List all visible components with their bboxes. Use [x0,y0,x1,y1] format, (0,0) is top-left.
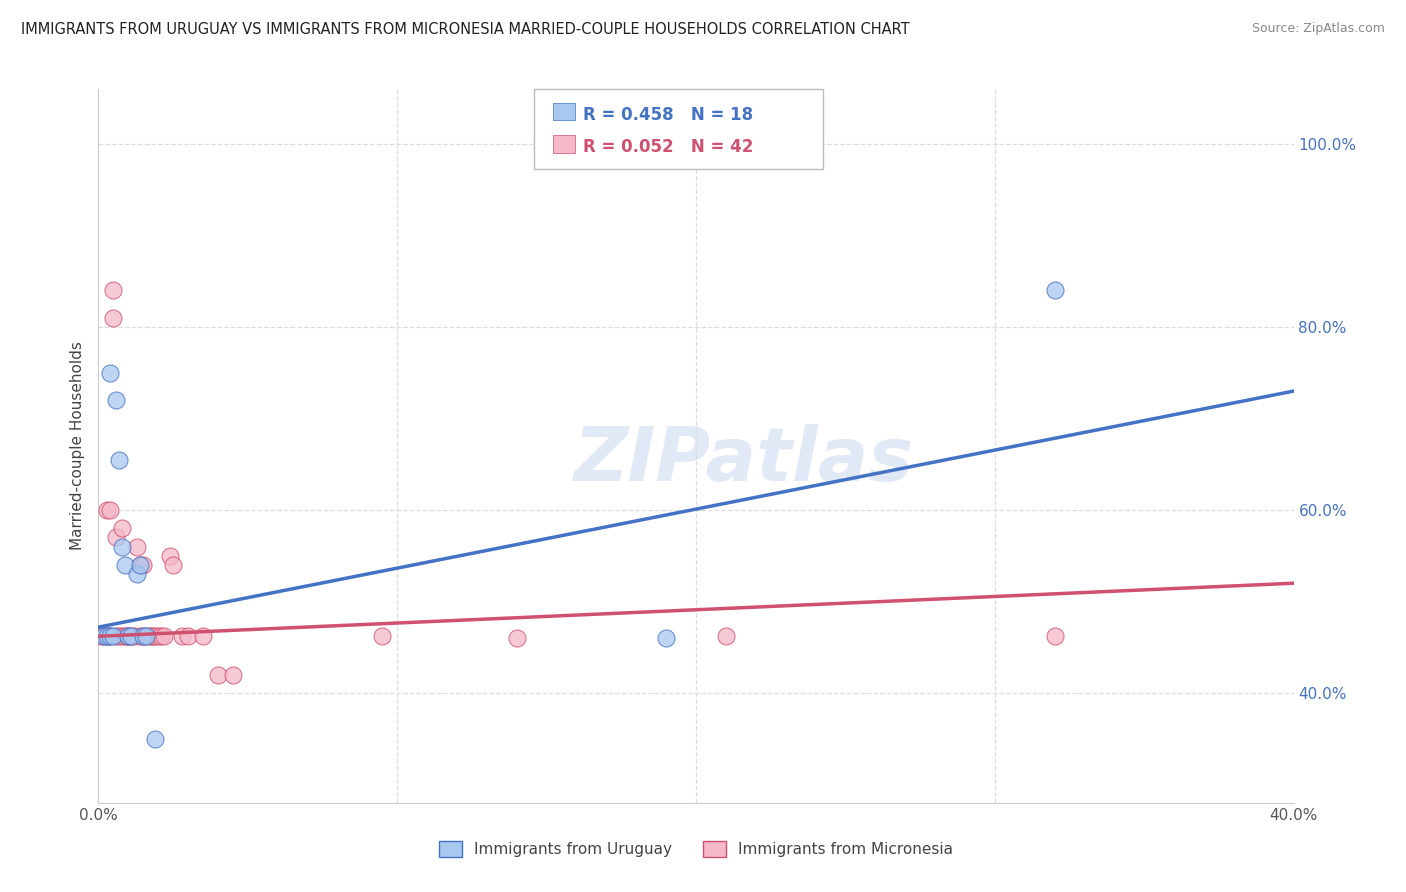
Point [111,629,134,643]
Point [129,558,152,572]
Point [103,629,125,643]
Point [138,629,160,643]
Point [141,629,163,643]
Point [108,629,131,643]
Point [98,503,122,517]
Point [98,366,122,380]
Point [117,629,139,643]
Point [103,310,125,325]
Point [111,540,134,554]
Point [96,629,118,643]
Point [141,629,163,643]
Point [120,629,142,643]
Point [124,629,146,643]
Text: R = 0.052   N = 42: R = 0.052 N = 42 [583,138,754,156]
Point [90,629,112,643]
Point [117,629,139,643]
Point [93,629,115,643]
Point [371,629,394,643]
Point [132,558,155,572]
Point [129,558,152,572]
Y-axis label: Married-couple Households: Married-couple Households [70,342,86,550]
Point [96,629,118,643]
Point [135,629,157,643]
Text: IMMIGRANTS FROM URUGUAY VS IMMIGRANTS FROM MICRONESIA MARRIED-COUPLE HOUSEHOLDS : IMMIGRANTS FROM URUGUAY VS IMMIGRANTS FR… [21,22,910,37]
Point [191,629,214,643]
Point [132,629,155,643]
Point [114,558,136,572]
Point [714,629,737,643]
Point [177,629,200,643]
Point [120,629,142,643]
Point [143,731,166,746]
Point [153,629,176,643]
Point [150,629,173,643]
Point [222,667,245,681]
Text: R = 0.458   N = 18: R = 0.458 N = 18 [583,106,754,124]
Point [159,549,181,563]
Point [114,629,136,643]
Point [132,629,155,643]
Point [129,629,152,643]
Point [148,629,170,643]
Point [172,629,194,643]
Point [655,631,678,645]
Legend: Immigrants from Uruguay, Immigrants from Micronesia: Immigrants from Uruguay, Immigrants from… [433,835,959,863]
Point [105,531,128,545]
Point [105,629,128,643]
Text: ZIPatlas: ZIPatlas [574,424,914,497]
Point [96,503,118,517]
Point [117,629,139,643]
Point [111,521,134,535]
Point [98,629,122,643]
Point [207,667,229,681]
Point [162,558,184,572]
Point [98,629,122,643]
Point [506,631,529,645]
Point [127,567,149,582]
Point [93,629,115,643]
Text: Source: ZipAtlas.com: Source: ZipAtlas.com [1251,22,1385,36]
Point [105,393,128,408]
Point [135,629,157,643]
Point [127,540,149,554]
Point [143,629,166,643]
Point [108,452,131,467]
Point [1043,284,1066,298]
Point [1043,629,1066,643]
Point [103,284,125,298]
